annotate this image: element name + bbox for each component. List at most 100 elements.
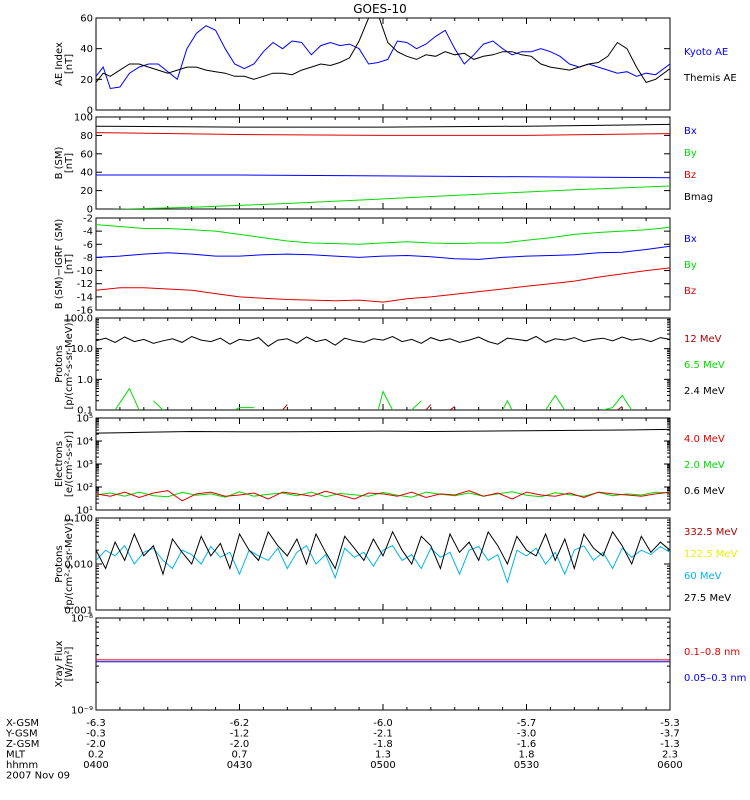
footer-value: -2.0 [230,739,250,750]
series-6-5-mev [234,407,254,410]
y-tick-label: 40 [80,168,93,179]
y-tick-label: 0.100 [64,514,93,525]
legend-label: 27.5 MeV [684,593,731,604]
footer-value: 0500 [370,760,395,771]
footer-row-label: hhmm [6,760,38,771]
y-tick-label: 0 [87,106,93,117]
series-by [96,224,670,245]
y-tick-label: 0.1 [77,406,93,417]
panel-frame [95,116,671,210]
y-tick-label: 40 [80,44,93,55]
series-0-6-mev [96,428,670,434]
footer-value: -1.6 [517,739,537,750]
legend-label: Themis AE [683,73,737,84]
y-tick-label: -6 [83,240,93,251]
y-axis-label: B (SM)−IGRF (SM) [54,219,65,310]
series-group [96,18,670,90]
footer-value: -2.1 [373,729,393,740]
y-tick-label: -10 [77,266,93,277]
series-6-5-mev [377,390,394,410]
page-title: GOES-10 [353,2,407,16]
series-bz [96,267,670,303]
legend-label: Bz [684,286,696,297]
series-bmag [96,123,670,128]
series-60-mev [96,544,670,584]
y-tick-label: -12 [77,279,93,290]
footer-value: -6.0 [373,718,393,729]
y-axis-label: B (SM) [54,146,65,179]
series-4-0-mev [96,490,670,502]
footer-date: 2007 Nov 09 [6,771,70,782]
y-axis-label: Protons [54,545,65,582]
y-tick-label: 100.0 [64,314,93,325]
series-bz [96,132,670,136]
footer-value: -3.7 [660,729,680,740]
legend-label: 2.4 MeV [684,386,725,397]
footer-value: -6.2 [230,718,250,729]
panel-xray: 10⁻⁹ 10⁻⁸ Xray Flux [W/m²] 0.1–0.8 nm 0.05–0.… [54,614,746,717]
y-tick-label: -16 [77,306,93,317]
panel-bsm: 0 20 40 60 80 100 B (SM) [nT] Bx By Bz Bmag [54,113,713,216]
legend-label: 2.0 MeV [684,460,725,471]
y-axis-label: [nT] [64,153,75,173]
y-tick-label: 60 [80,149,93,160]
y-axis-label: [p/(cm²-s-sr-MeV)] [64,318,75,409]
footer-value: 0530 [514,760,539,771]
series-6-5-mev [545,394,566,410]
y-tick-label: -8 [83,253,93,264]
y-tick-label: -2 [83,214,93,225]
legend-label: 60 MeV [684,571,722,582]
footer-value: -2.0 [86,739,106,750]
footer-value: 0430 [227,760,252,771]
legend-label: Kyoto AE [684,47,728,58]
y-axis-label: [nT] [64,254,75,274]
y-axis-label: AE Index [54,42,65,86]
y-tick-label: 60 [80,14,93,25]
series-6-5-mev [602,394,633,410]
legend-label: By [684,260,697,271]
y-axis-label: Xray Flux [54,640,65,687]
legend-label: By [684,148,697,159]
series-6-5-mev [153,400,164,410]
footer-value: 1.8 [519,750,535,761]
footer-value: -3.0 [517,729,537,740]
series-2-0-mev [96,491,670,498]
series-group [96,335,670,410]
series-6-5-mev [502,399,513,410]
footer-row-label: Y-GSM [5,729,38,740]
y-tick-label: 10⁻⁹ [71,706,93,717]
footer-value: 0.7 [232,750,248,761]
series-kyoto-ae [96,25,670,90]
y-tick-label: 10³ [76,460,93,471]
panel-frame [95,617,671,711]
series-group [96,530,670,584]
series-12-mev [449,406,456,410]
footer-value: 1.3 [375,750,391,761]
footer-value: -1.2 [230,729,250,740]
x-axis-footer: X-GSM -6.3 -6.2 -6.0 -5.7 -5.3Y-GSM -0.3 -1.2 -2… [5,718,683,782]
panel-ae: 0 20 40 60 AE Index [nT] Kyoto AE Themis AE [54,14,737,117]
footer-value: 0400 [83,760,108,771]
series-2-4-mev [96,335,670,347]
y-axis-label: [p/(cm²-s-sr-MeV)] [64,518,75,609]
series-group [96,123,670,209]
y-tick-label: 10.0 [71,344,93,355]
y-tick-label: 80 [80,131,93,142]
footer-value: 0600 [657,760,682,771]
footer-value: -0.3 [86,729,106,740]
panel-protons_low: 0.1 1.0 10.0 100.0 Protons [p/(cm²-s-sr-MeV)]… [54,314,725,417]
panel-electrons: 10¹ 10² 10³ 10⁴ 10⁵ Electrons [e/(cm²-s-sr)] 4.… [54,414,725,517]
footer-row-label: X-GSM [6,718,39,729]
y-axis-label: [nT] [64,54,75,74]
legend-label: 122.5 MeV [684,549,738,560]
legend-label: 0.05–0.3 nm [684,673,746,684]
y-tick-label: 20 [80,186,93,197]
series-27-5-mev [96,530,670,576]
y-tick-label: 0 [87,205,93,216]
panel-frame [95,317,671,411]
y-axis-label: Electrons [54,441,65,487]
legend-label: 4.0 MeV [684,434,725,445]
legend-label: Bx [684,234,697,245]
series-group [96,428,670,502]
